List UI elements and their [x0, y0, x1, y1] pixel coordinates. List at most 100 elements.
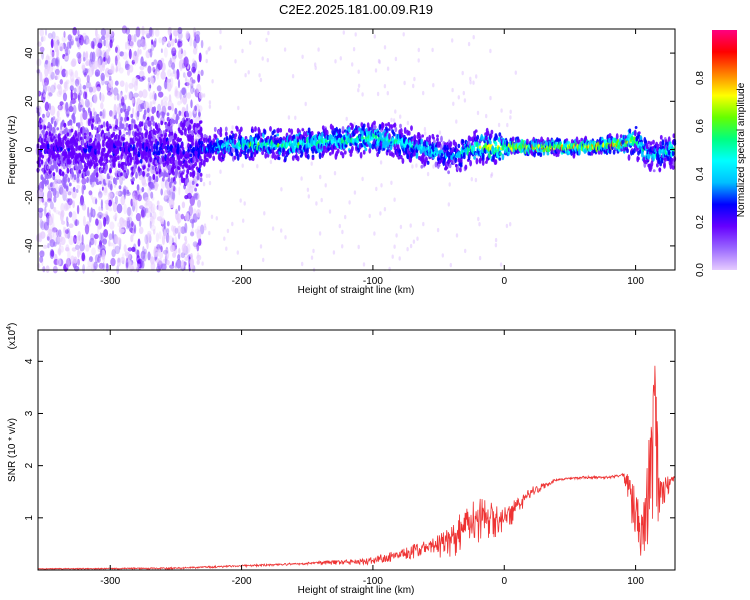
noise-speck: [83, 91, 87, 100]
noise-speck: [280, 187, 283, 192]
noise-speck: [114, 195, 118, 205]
noise-speck: [115, 46, 118, 53]
band-cell: [46, 175, 49, 180]
noise-speck: [301, 54, 304, 59]
band-cell: [96, 181, 100, 186]
noise-speck: [81, 177, 87, 185]
band-cell: [86, 129, 89, 135]
noise-speck: [70, 78, 75, 86]
noise-speck: [392, 118, 396, 123]
noise-speck: [509, 115, 512, 120]
band-cell: [134, 124, 138, 129]
band-cell: [132, 168, 136, 173]
noise-speck: [140, 209, 145, 218]
band-cell: [95, 171, 99, 178]
noise-speck: [411, 164, 414, 169]
band-cell: [501, 153, 505, 161]
band-cell: [192, 170, 196, 177]
noise-speck: [373, 34, 376, 39]
band-cell: [193, 122, 197, 128]
noise-speck: [167, 106, 172, 111]
noise-speck: [383, 45, 387, 50]
noise-speck: [478, 255, 482, 261]
noise-speck: [134, 249, 140, 255]
noise-speck: [62, 92, 68, 102]
noise-speck: [509, 109, 512, 115]
band-cell: [462, 152, 466, 158]
band-cell: [578, 149, 581, 156]
noise-speck: [121, 253, 125, 262]
noise-speck: [62, 190, 67, 202]
noise-speck: [163, 47, 168, 58]
band-cell: [224, 131, 228, 137]
noise-speck: [53, 195, 57, 203]
noise-speck: [119, 256, 126, 264]
noise-speck: [176, 258, 182, 269]
noise-speck: [127, 216, 133, 225]
noise-speck: [109, 242, 114, 247]
noise-speck: [61, 36, 67, 43]
band-cell: [234, 133, 238, 138]
noise-speck: [177, 100, 181, 106]
noise-speck: [182, 72, 186, 78]
noise-speck: [417, 47, 420, 53]
noise-speck: [137, 49, 140, 57]
noise-speck: [83, 72, 87, 78]
band-cell: [57, 163, 61, 167]
noise-speck: [130, 234, 134, 243]
noise-speck: [261, 56, 264, 61]
noise-speck: [66, 221, 69, 227]
band-cell: [155, 175, 159, 183]
band-cell: [39, 124, 43, 130]
noise-speck: [117, 222, 121, 227]
noise-speck: [138, 192, 142, 202]
noise-speck: [182, 87, 188, 99]
band-cell: [91, 123, 94, 130]
noise-speck: [39, 29, 45, 37]
noise-speck: [47, 60, 51, 69]
noise-speck: [455, 233, 459, 238]
noise-speck: [134, 50, 137, 57]
noise-speck: [202, 182, 206, 187]
noise-speck: [57, 235, 63, 243]
band-cell: [239, 126, 243, 132]
noise-speck: [158, 37, 162, 44]
band-cell: [199, 120, 203, 124]
band-cell: [511, 136, 515, 142]
noise-speck: [102, 109, 105, 119]
noise-speck: [177, 225, 182, 235]
noise-speck: [241, 48, 244, 54]
band-cell: [194, 105, 198, 112]
noise-speck: [470, 177, 473, 182]
band-cell: [152, 173, 156, 180]
band-cell: [65, 173, 68, 179]
noise-speck: [41, 197, 45, 203]
band-cell: [269, 126, 272, 132]
noise-speck: [166, 221, 170, 227]
noise-speck: [467, 41, 471, 47]
band-cell: [54, 133, 58, 138]
noise-speck: [98, 222, 103, 230]
band-cell: [273, 129, 276, 134]
noise-speck: [203, 223, 207, 228]
band-cell: [40, 119, 44, 123]
noise-speck: [376, 91, 380, 97]
noise-speck: [56, 110, 60, 118]
noise-speck: [55, 118, 60, 124]
band-cell: [329, 152, 332, 156]
band-cell: [341, 152, 345, 159]
noise-speck: [177, 205, 181, 212]
noise-speck: [186, 243, 191, 254]
noise-speck: [148, 27, 153, 37]
noise-speck: [357, 83, 361, 89]
noise-speck: [374, 68, 378, 73]
noise-speck: [107, 78, 114, 89]
chart-title: C2E2.2025.181.00.09.R19: [279, 2, 433, 17]
noise-speck: [140, 250, 146, 260]
band-cell: [116, 146, 119, 151]
noise-speck: [124, 81, 129, 93]
noise-speck: [46, 109, 50, 117]
noise-speck: [108, 199, 112, 207]
noise-speck: [135, 77, 138, 86]
noise-speck: [200, 69, 204, 77]
